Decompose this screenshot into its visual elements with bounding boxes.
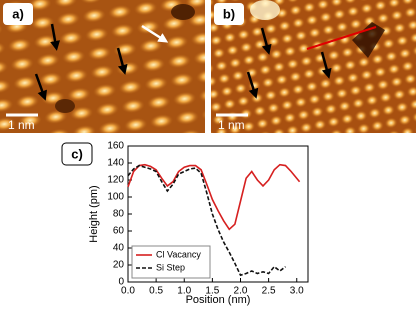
y-tick-label: 100 bbox=[107, 192, 124, 203]
y-axis-title: Height (pm) bbox=[88, 185, 100, 242]
y-tick-label: 160 bbox=[107, 141, 124, 152]
panel-a: a) 1 nm bbox=[0, 0, 205, 133]
scale-bar-label: 1 nm bbox=[8, 118, 35, 132]
x-tick-label: 2.5 bbox=[262, 286, 276, 297]
panel-label: a) bbox=[12, 6, 24, 21]
x-tick-label: 3.0 bbox=[290, 286, 304, 297]
y-tick-label: 20 bbox=[113, 260, 125, 271]
legend-box bbox=[131, 245, 211, 279]
y-tick-label: 120 bbox=[107, 175, 124, 186]
panel-label: b) bbox=[223, 6, 235, 21]
legend-label: Cl Vacancy bbox=[156, 249, 201, 259]
y-tick-label: 40 bbox=[113, 243, 125, 254]
x-axis-title: Position (nm) bbox=[186, 294, 251, 306]
x-tick-label: 2.0 bbox=[234, 286, 248, 297]
y-tick-label: 60 bbox=[113, 226, 125, 237]
x-tick-label: 0.0 bbox=[121, 286, 135, 297]
x-tick-label: 1.5 bbox=[205, 286, 219, 297]
y-tick-label: 140 bbox=[107, 158, 124, 169]
y-tick-label: 0 bbox=[118, 277, 124, 288]
y-tick-label: 80 bbox=[113, 209, 125, 220]
panel-b: b) 1 nm bbox=[211, 0, 416, 133]
panel-label: c) bbox=[71, 146, 83, 161]
scale-bar-label: 1 nm bbox=[218, 118, 245, 132]
x-tick-label: 0.5 bbox=[149, 286, 163, 297]
legend-label: Si Step bbox=[156, 262, 185, 272]
series-line bbox=[127, 164, 286, 277]
x-tick-label: 1.0 bbox=[177, 286, 191, 297]
series-line bbox=[127, 163, 301, 231]
